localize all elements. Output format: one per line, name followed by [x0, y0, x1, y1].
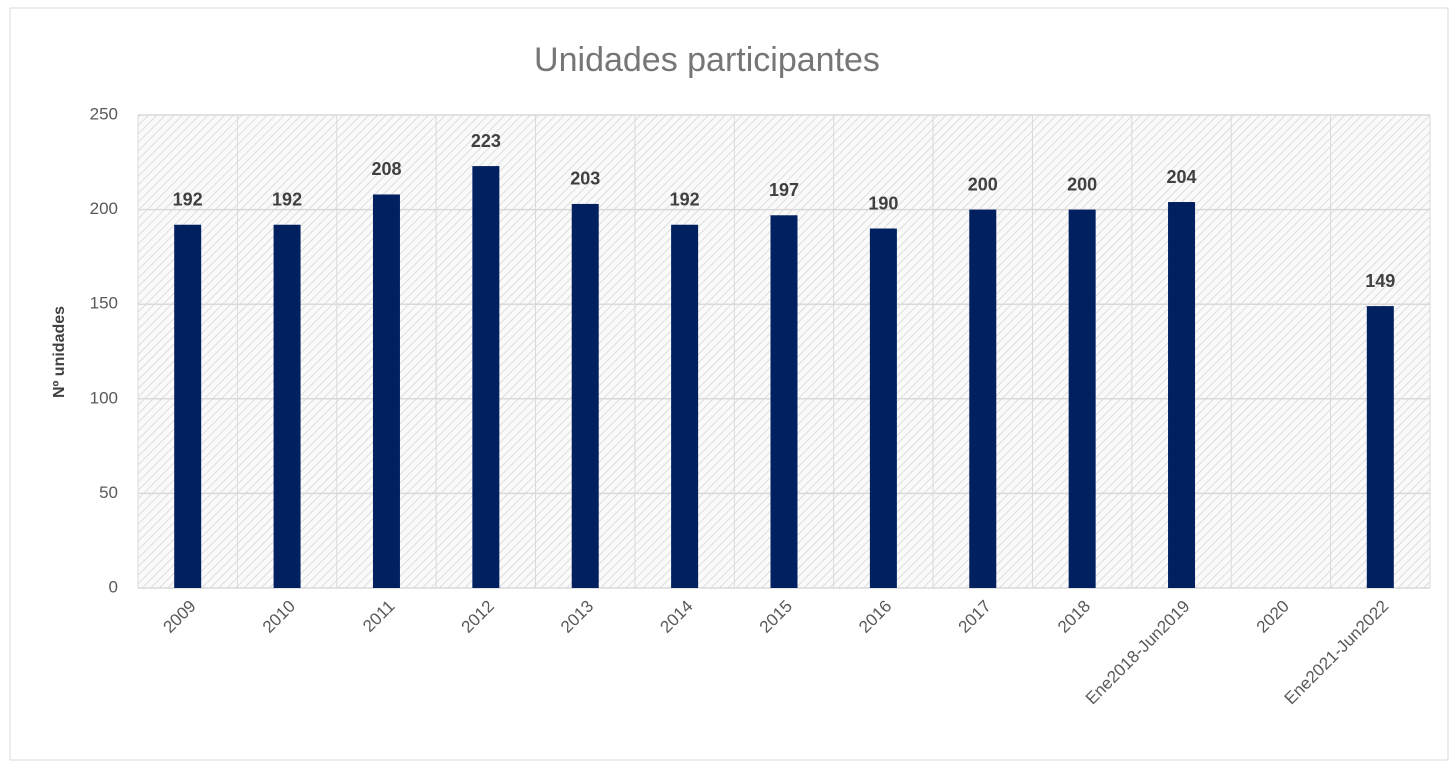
value-label: 223 [471, 131, 501, 151]
value-label: 197 [769, 180, 799, 200]
bar [472, 166, 500, 589]
bar [1366, 306, 1394, 588]
bar [174, 224, 202, 588]
y-tick-label: 150 [90, 294, 118, 313]
value-label: 204 [1167, 167, 1197, 187]
bar [372, 194, 400, 589]
y-tick-label: 200 [90, 199, 118, 218]
y-tick-label: 0 [109, 577, 118, 596]
y-tick-label: 100 [90, 388, 118, 407]
value-label: 192 [272, 189, 302, 209]
value-label: 190 [868, 193, 898, 213]
bar [969, 209, 997, 588]
value-label: 200 [968, 174, 998, 194]
y-tick-label: 250 [90, 104, 118, 123]
value-label: 203 [570, 169, 600, 189]
bar [671, 224, 699, 588]
bar [1168, 202, 1196, 589]
value-label: 149 [1365, 271, 1395, 291]
value-label: 200 [1067, 174, 1097, 194]
bar [770, 215, 798, 588]
value-label: 192 [670, 189, 700, 209]
chart-title: Unidades participantes [534, 41, 880, 79]
bar [273, 224, 301, 588]
bar [869, 228, 897, 588]
y-axis-label: Nº unidades [51, 306, 68, 398]
bar [571, 203, 599, 588]
value-label: 208 [371, 159, 401, 179]
y-tick-label: 50 [99, 483, 118, 502]
value-label: 192 [173, 189, 203, 209]
bar [1068, 209, 1096, 588]
